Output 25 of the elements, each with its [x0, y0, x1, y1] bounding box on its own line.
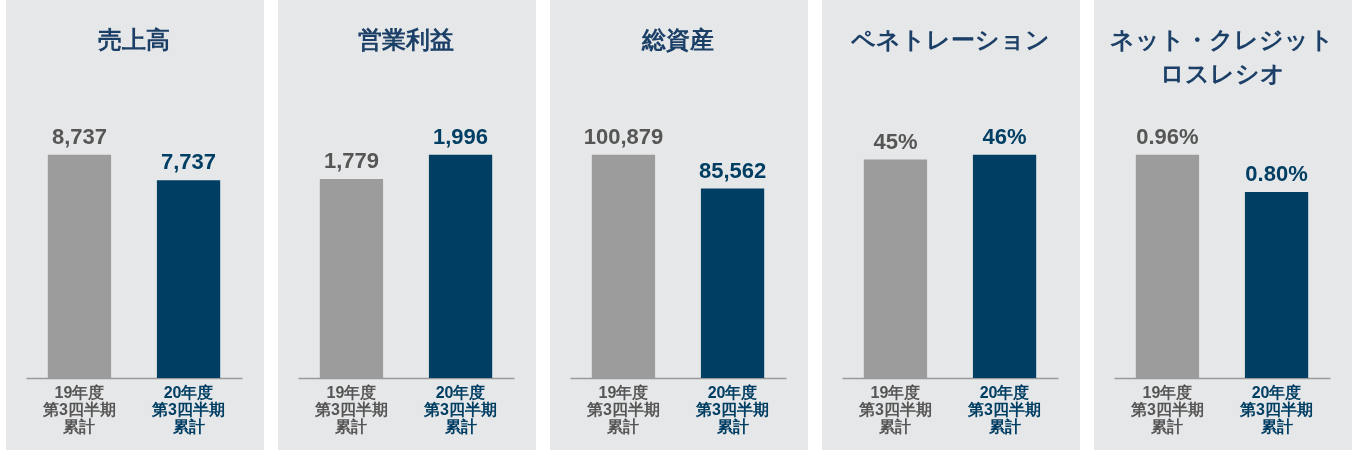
chart-title: 売上高: [98, 26, 170, 53]
chart-title: ペネトレーション: [849, 26, 1050, 53]
chart-title: 営業利益: [358, 26, 454, 53]
x-tick-label: 19年度第3四半期累計: [586, 382, 660, 435]
x-tick-label: 19年度第3四半期累計: [314, 382, 388, 435]
x-tick-label: 19年度第3四半期累計: [42, 382, 116, 435]
x-tick-label: 19年度第3四半期累計: [858, 382, 932, 435]
x-tick-label: 20年度第3四半期累計: [423, 382, 497, 435]
chart-title: ネット・クレジットロスレシオ: [1110, 26, 1334, 87]
data-label: 0.80%: [1245, 160, 1308, 186]
x-tick-label: 20年度第3四半期累計: [695, 382, 769, 435]
x-tick-label: 20年度第3四半期累計: [967, 382, 1041, 435]
data-label: 1,779: [323, 147, 379, 173]
data-label: 100,879: [583, 123, 664, 149]
data-label: 0.96%: [1136, 123, 1199, 149]
data-label: 45%: [873, 128, 918, 154]
x-tick-label: 20年度第3四半期累計: [151, 382, 225, 435]
data-label: 1,996: [433, 123, 489, 149]
data-label: 7,737: [161, 149, 217, 175]
data-label: 85,562: [698, 157, 767, 183]
data-label: 46%: [982, 123, 1027, 149]
data-label: 8,737: [51, 123, 107, 149]
x-tick-label: 19年度第3四半期累計: [1130, 382, 1204, 435]
x-tick-label: 20年度第3四半期累計: [1239, 382, 1313, 435]
chart-title: 総資産: [641, 26, 714, 53]
